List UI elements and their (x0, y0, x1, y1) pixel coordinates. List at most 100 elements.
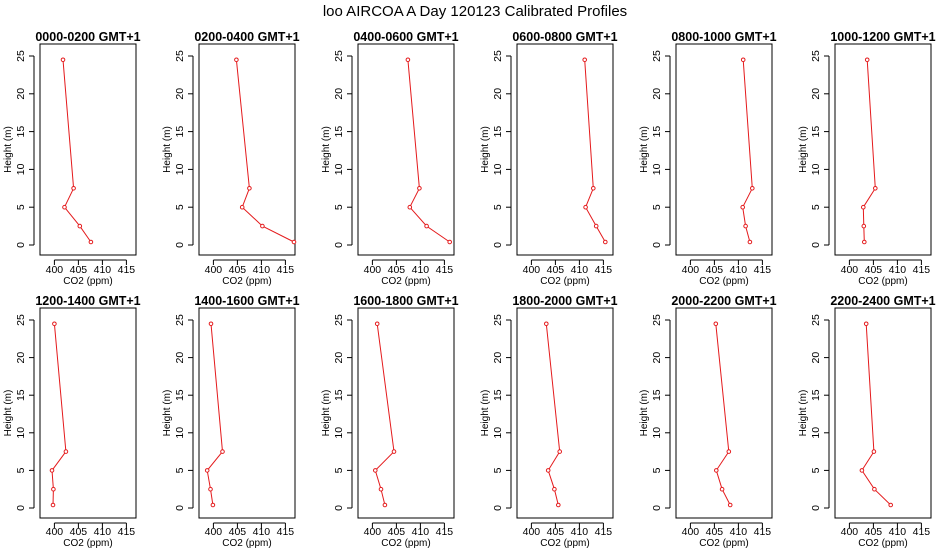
x-axis-label: CO2 (ppm) (540, 276, 589, 287)
x-axis-label: CO2 (ppm) (540, 538, 589, 549)
data-point (583, 204, 588, 210)
data-point (743, 223, 748, 229)
plot-frame (675, 307, 773, 519)
data-point (71, 186, 76, 191)
y-tick-label: 20 (651, 352, 663, 364)
plot-frame (357, 43, 455, 256)
data-point (204, 468, 210, 473)
x-tick-label: 400 (682, 264, 700, 276)
data-point (382, 502, 388, 508)
plot-frame (357, 307, 455, 519)
y-tick-label: 5 (810, 467, 822, 473)
x-tick-label: 405 (388, 526, 406, 538)
profile-line (584, 59, 606, 243)
panel-title: 1000-1200 GMT+1 (830, 30, 935, 44)
chart-panel: 1200-1400 GMT+1 400 405 410 415 CO2 (ppm) 0 5 10… (3, 294, 141, 549)
x-tick-label: 410 (571, 264, 589, 276)
plot-frame (198, 43, 296, 256)
plot-frame (516, 43, 614, 256)
x-axis-label: CO2 (ppm) (858, 276, 907, 287)
data-point (544, 321, 549, 327)
data-point (374, 321, 380, 327)
y-tick-label: 10 (15, 163, 27, 175)
data-point (378, 486, 384, 492)
y-tick-label: 0 (810, 242, 822, 248)
data-point (726, 449, 732, 454)
y-tick-label: 0 (810, 505, 822, 511)
x-tick-label: 405 (229, 526, 247, 538)
data-point (603, 239, 608, 245)
y-tick-label: 10 (174, 427, 186, 439)
chart-panel: 1400-1600 GMT+1 400 405 410 415 CO2 (ppm) 0 5 10… (162, 294, 300, 549)
profile-line (545, 323, 561, 506)
y-tick-label: 10 (333, 163, 345, 175)
x-tick-label: 410 (253, 264, 271, 276)
data-point (260, 223, 265, 229)
y-tick-label: 25 (492, 314, 504, 326)
data-point (727, 502, 733, 508)
y-tick-label: 15 (333, 389, 345, 401)
y-tick-label: 15 (174, 126, 186, 138)
y-tick-label: 15 (15, 126, 27, 138)
data-point (208, 486, 213, 492)
x-tick-label: 405 (70, 526, 88, 538)
x-tick-label: 410 (730, 264, 748, 276)
profile-line (62, 59, 92, 243)
y-tick-label: 20 (15, 88, 27, 100)
y-axis-label: Height (m) (321, 390, 332, 437)
x-tick-label: 410 (889, 264, 907, 276)
y-tick-label: 0 (492, 242, 504, 248)
data-point (62, 204, 67, 210)
data-point (872, 486, 877, 492)
x-axis-label: CO2 (ppm) (858, 538, 907, 549)
data-point (77, 223, 83, 229)
chart-panel: 0400-0600 GMT+1 400 405 410 415 CO2 (ppm) 0 5 10… (321, 30, 459, 287)
plot-frame (675, 43, 773, 256)
data-point (714, 468, 719, 473)
x-tick-label: 400 (841, 264, 859, 276)
chart-panel: 0000-0200 GMT+1 400 405 410 415 CO2 (ppm) 0 5 10… (3, 30, 141, 287)
x-tick-label: 405 (388, 264, 406, 276)
figure-title: loo AIRCOA A Day 120123 Calibrated Profi… (323, 3, 627, 20)
y-axis-label: Height (m) (798, 126, 809, 173)
x-tick-label: 400 (205, 526, 223, 538)
panel-title: 1200-1400 GMT+1 (35, 294, 140, 308)
panel-title: 1400-1600 GMT+1 (194, 294, 299, 308)
data-point (871, 449, 877, 454)
panel-title: 0400-0600 GMT+1 (353, 30, 458, 44)
panel-title: 0800-1000 GMT+1 (671, 30, 776, 44)
y-tick-label: 5 (333, 467, 345, 473)
y-tick-label: 0 (174, 505, 186, 511)
data-point (545, 468, 551, 473)
x-tick-label: 405 (547, 264, 565, 276)
chart-panel: 1600-1800 GMT+1 400 405 410 415 CO2 (ppm) 0 5 10… (321, 294, 459, 549)
data-point (52, 321, 57, 327)
data-point (50, 502, 56, 508)
x-tick-label: 405 (547, 526, 565, 538)
y-tick-label: 5 (651, 204, 663, 210)
y-tick-label: 0 (174, 242, 186, 248)
data-point (863, 321, 869, 327)
y-tick-label: 5 (492, 204, 504, 210)
y-tick-label: 10 (492, 427, 504, 439)
panel-title: 1600-1800 GMT+1 (353, 294, 458, 308)
x-tick-label: 410 (730, 526, 748, 538)
profile-line (861, 323, 892, 506)
x-tick-label: 410 (94, 526, 112, 538)
x-tick-label: 410 (412, 264, 430, 276)
y-tick-label: 15 (333, 126, 345, 138)
data-point (747, 239, 753, 245)
data-point (862, 239, 867, 245)
x-tick-label: 400 (682, 526, 700, 538)
y-tick-label: 25 (174, 314, 186, 326)
y-tick-label: 0 (651, 505, 663, 511)
chart-panel: 0600-0800 GMT+1 400 405 410 415 CO2 (ppm) 0 5 10… (480, 30, 618, 287)
data-point (373, 468, 378, 473)
data-point (51, 486, 56, 492)
y-tick-label: 15 (492, 389, 504, 401)
plot-frame (39, 43, 137, 256)
x-tick-label: 400 (523, 526, 541, 538)
y-axis-label: Height (m) (480, 126, 491, 173)
data-point (873, 186, 878, 191)
